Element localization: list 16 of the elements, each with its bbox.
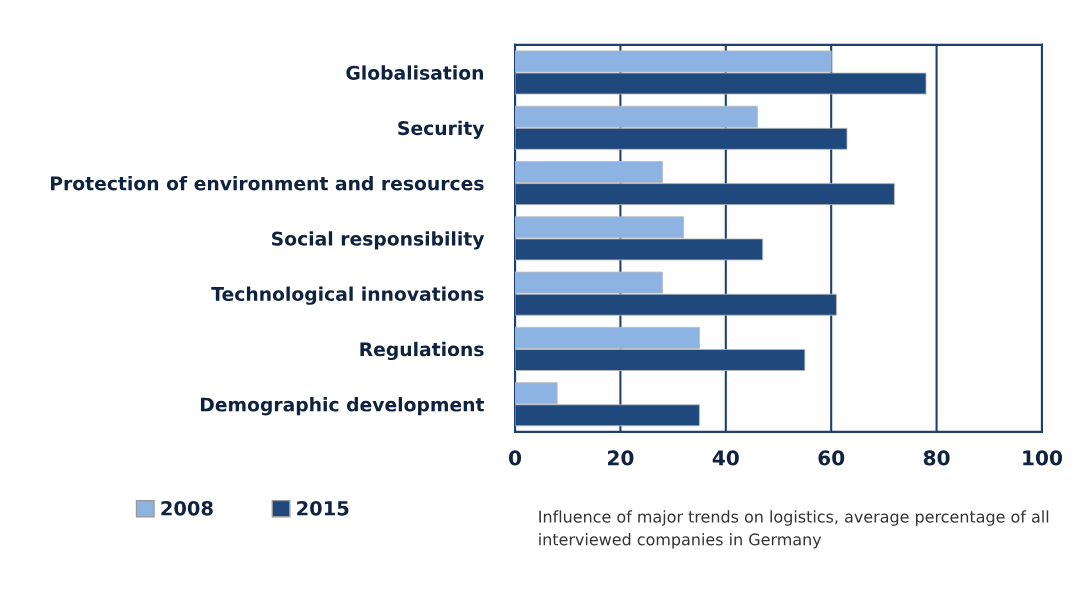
text: Influence of major trends on logistics, average percentage of all interviewed companies in Germany xyxy=(539,510,1049,549)
y-tick-label: Demographic development xyxy=(200,397,485,416)
x-tick-label: 20 xyxy=(608,450,634,466)
y-tick-label: Technological innovations xyxy=(211,286,484,305)
x-tick-label: 40 xyxy=(712,450,739,466)
legend-label: 2008 xyxy=(161,500,213,516)
y-tick-label: Regulations xyxy=(360,341,484,361)
x-tick-label: 100 xyxy=(1023,450,1063,466)
x-tick-label: 80 xyxy=(923,450,950,466)
legend-label: 2015 xyxy=(297,500,349,516)
y-tick-label: Globalisation xyxy=(346,65,484,80)
y-tick-label: Protection of environment and resources xyxy=(51,175,484,191)
y-tick-label: Security xyxy=(398,120,485,139)
y-tick-label: Social responsibility xyxy=(272,231,485,250)
x-tick-label: 0 xyxy=(508,450,522,466)
x-tick-label: 60 xyxy=(818,450,845,466)
